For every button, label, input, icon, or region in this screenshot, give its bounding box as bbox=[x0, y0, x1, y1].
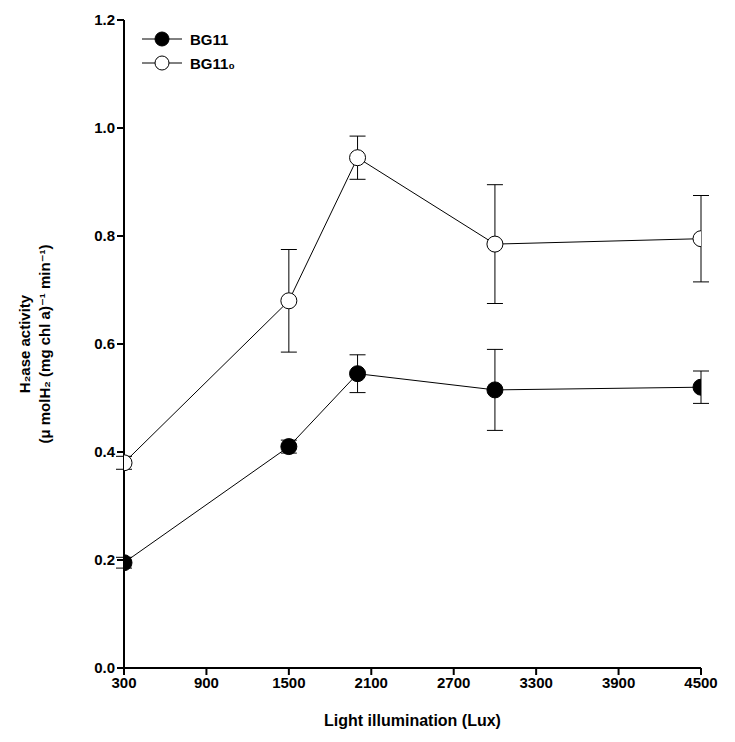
svg-text:300: 300 bbox=[111, 674, 136, 691]
svg-text:1500: 1500 bbox=[272, 674, 305, 691]
svg-text:0.2: 0.2 bbox=[94, 551, 115, 568]
svg-text:1.0: 1.0 bbox=[94, 119, 115, 136]
svg-text:3900: 3900 bbox=[602, 674, 635, 691]
svg-text:2100: 2100 bbox=[355, 674, 388, 691]
svg-text:Light illumination (Lux): Light illumination (Lux) bbox=[324, 712, 501, 729]
svg-text:900: 900 bbox=[194, 674, 219, 691]
svg-text:0.6: 0.6 bbox=[94, 335, 115, 352]
svg-text:3300: 3300 bbox=[519, 674, 552, 691]
svg-text:H₂ase activity: H₂ase activity bbox=[16, 294, 33, 393]
svg-text:2700: 2700 bbox=[437, 674, 470, 691]
svg-text:0.0: 0.0 bbox=[94, 659, 115, 676]
svg-text:(μ molH₂ (mg chl a)⁻¹ min⁻¹): (μ molH₂ (mg chl a)⁻¹ min⁻¹) bbox=[36, 244, 53, 443]
html-text:BG11: BG11 bbox=[190, 30, 229, 48]
html-text:BG11₀: BG11₀ bbox=[190, 54, 236, 72]
svg-text:4500: 4500 bbox=[684, 674, 717, 691]
svg-text:0.8: 0.8 bbox=[94, 227, 115, 244]
svg-text:0.4: 0.4 bbox=[94, 443, 116, 460]
svg-text:1.2: 1.2 bbox=[94, 11, 115, 28]
